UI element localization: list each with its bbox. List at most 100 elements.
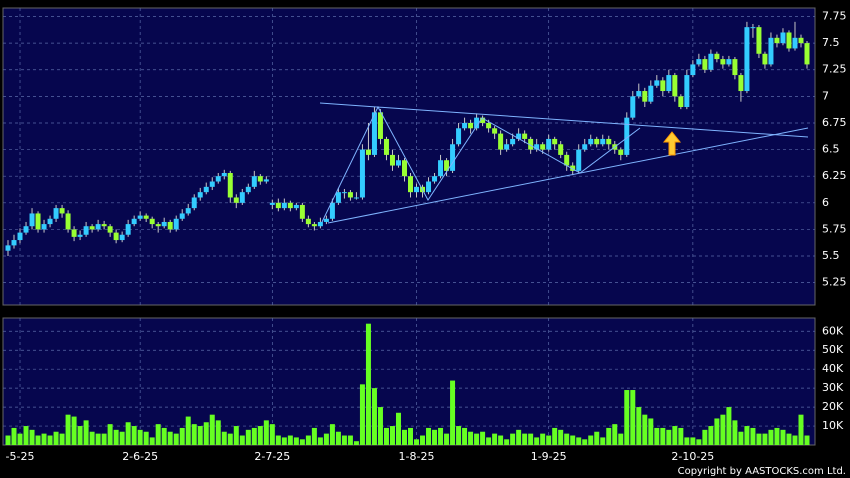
candle-body [576,149,582,171]
volume-bar [738,431,744,445]
price-panel [2,7,816,306]
candle-body [762,53,768,65]
volume-bar [371,388,377,445]
candle-body [480,117,486,123]
volume-bar [347,435,353,445]
volume-bar [624,390,630,445]
volume-bar [666,429,672,445]
candle-body [197,192,203,198]
candle-body [654,80,660,86]
candle-body [618,149,624,155]
candle-body [71,229,77,237]
candle-body [678,96,684,107]
volume-bar [516,429,522,445]
candle-body [636,91,642,97]
volume-bar [648,418,654,445]
candle-body [522,133,528,139]
candle-body [570,165,576,171]
candle-body [89,226,95,230]
y-tick-label: 7.75 [822,10,847,23]
volume-bar [173,433,179,445]
y-tick-label: 30K [822,381,844,394]
volume-bar [678,427,684,445]
volume-bar [774,427,780,445]
volume-bar [672,426,678,445]
trend-line [327,127,809,224]
volume-bar [305,435,311,445]
candle-body [185,208,191,214]
candle-body [744,27,750,92]
candle-body [311,224,317,227]
candle-body [5,245,11,251]
candle-body [275,202,281,209]
candle-body [444,160,450,171]
volume-bar [636,407,642,445]
candle-body [65,213,71,230]
x-tick-label: 1-9-25 [531,450,567,463]
volume-bar [359,384,365,445]
candle-body [438,160,444,177]
volume-bar [263,420,269,445]
volume-bar [744,426,750,445]
candle-body [708,53,714,70]
candle-body [149,218,155,225]
volume-bar [558,429,564,445]
candle-body [684,75,690,107]
volume-bar [468,431,474,445]
candle-body [516,133,522,139]
y-tick-label: 5.25 [822,276,847,289]
candle-body [335,192,341,203]
trend-line [319,102,809,138]
volume-bar [444,433,450,445]
volume-bar [185,416,191,445]
candle-body [486,122,492,129]
volume-bar [432,429,438,445]
volume-bar [564,433,570,445]
candle-body [347,192,353,198]
candle-body [720,59,726,65]
volume-bar [420,435,426,445]
candle-body [774,37,780,44]
volume-bar [522,433,528,445]
volume-bar [660,427,666,445]
volume-bar [612,424,618,445]
x-tick-label: -5-25 [6,450,35,463]
volume-bar [486,437,492,445]
candle-body [498,133,504,150]
candle-body [546,138,552,150]
candle-body [47,218,53,225]
candle-body [359,149,365,198]
volume-bar [179,427,185,445]
volume-bar [534,437,540,445]
volume-bar [233,426,239,445]
candle-body [582,144,588,150]
candle-body [696,59,702,65]
volume-bar [798,414,804,445]
y-tick-label: 7.5 [822,36,840,49]
candle-body [269,202,275,205]
candle-body [299,204,305,219]
volume-bar [540,433,546,445]
y-tick-label: 40K [822,362,844,375]
volume-bar [77,426,83,445]
candle-body [383,138,389,155]
candle-body [389,154,395,166]
candle-body [606,138,612,145]
volume-bar [5,435,11,445]
y-tick-label: 10K [822,419,844,432]
volume-bar [71,416,77,445]
volume-bar [474,433,480,445]
y-tick-label: 6.5 [822,143,840,156]
candle-body [714,53,720,60]
volume-bar [131,426,137,445]
volume-bar [17,433,23,445]
volume-bar [293,437,299,445]
volume-bar [23,426,29,445]
volume-bar [462,427,468,445]
volume-bar [600,437,606,445]
candle-body [750,27,756,29]
volume-bar [197,426,203,445]
volume-bar [570,435,576,445]
candle-body [702,59,708,70]
volume-bar [53,431,59,445]
